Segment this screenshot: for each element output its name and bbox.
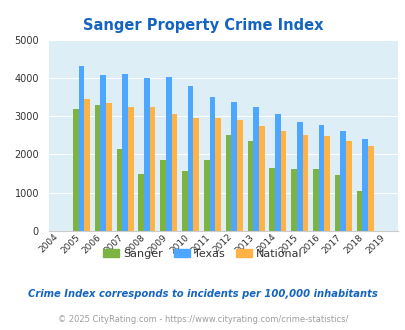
- Bar: [274, 114, 280, 231]
- Bar: [166, 77, 171, 231]
- Bar: [253, 107, 258, 231]
- Bar: [324, 136, 329, 231]
- Text: Sanger Property Crime Index: Sanger Property Crime Index: [83, 18, 322, 33]
- Bar: [247, 141, 253, 231]
- Bar: [340, 131, 345, 231]
- Bar: [318, 125, 324, 231]
- Bar: [356, 191, 361, 231]
- Legend: Sanger, Texas, National: Sanger, Texas, National: [99, 245, 306, 263]
- Bar: [203, 160, 209, 231]
- Bar: [258, 126, 264, 231]
- Bar: [290, 169, 296, 231]
- Bar: [73, 109, 79, 231]
- Bar: [122, 74, 128, 231]
- Text: © 2025 CityRating.com - https://www.cityrating.com/crime-statistics/: © 2025 CityRating.com - https://www.city…: [58, 315, 347, 324]
- Bar: [160, 160, 166, 231]
- Bar: [334, 176, 340, 231]
- Bar: [237, 120, 242, 231]
- Bar: [225, 135, 231, 231]
- Bar: [100, 75, 106, 231]
- Bar: [171, 114, 177, 231]
- Bar: [79, 66, 84, 231]
- Text: Crime Index corresponds to incidents per 100,000 inhabitants: Crime Index corresponds to incidents per…: [28, 289, 377, 299]
- Bar: [215, 118, 220, 231]
- Bar: [94, 106, 100, 231]
- Bar: [116, 149, 122, 231]
- Bar: [269, 168, 274, 231]
- Bar: [231, 102, 237, 231]
- Bar: [106, 103, 111, 231]
- Bar: [296, 122, 302, 231]
- Bar: [280, 131, 286, 231]
- Bar: [193, 118, 198, 231]
- Bar: [302, 135, 307, 231]
- Bar: [138, 174, 144, 231]
- Bar: [361, 139, 367, 231]
- Bar: [149, 107, 155, 231]
- Bar: [209, 97, 215, 231]
- Bar: [181, 171, 187, 231]
- Bar: [367, 146, 373, 231]
- Bar: [144, 78, 149, 231]
- Bar: [312, 169, 318, 231]
- Bar: [187, 85, 193, 231]
- Bar: [128, 107, 133, 231]
- Bar: [84, 99, 90, 231]
- Bar: [345, 141, 351, 231]
